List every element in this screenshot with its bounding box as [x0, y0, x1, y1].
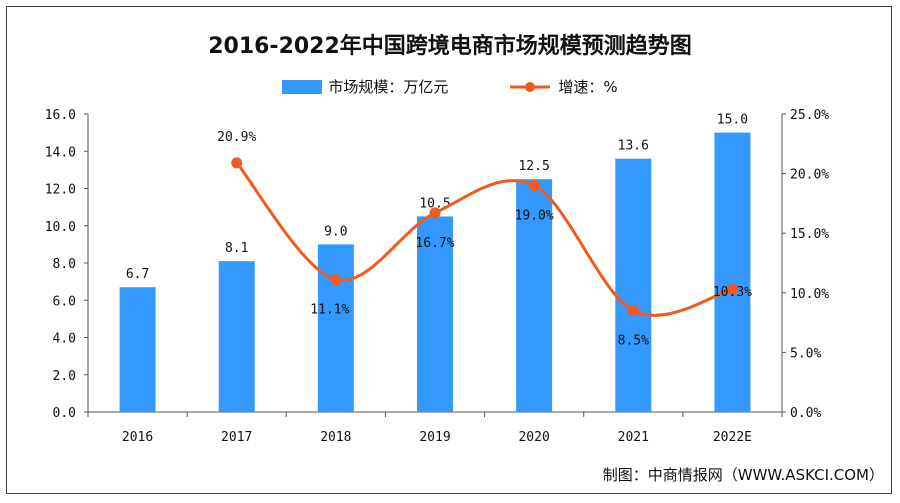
- growth-point-2022E: [726, 283, 738, 295]
- left-tick-label: 16.0: [45, 108, 76, 123]
- chart-title: 2016-2022年中国跨境电商市场规模预测趋势图: [208, 34, 692, 59]
- right-tick-label: 25.0%: [790, 108, 829, 123]
- right-tick-label: 0.0%: [790, 406, 821, 421]
- growth-point-2020: [528, 180, 540, 192]
- bar-2017: [218, 261, 255, 412]
- growth-value-label: 16.7%: [415, 236, 454, 251]
- legend-item-line: 增速：%: [508, 76, 618, 97]
- left-tick-label: 6.0: [53, 294, 76, 309]
- growth-value-label: 11.1%: [310, 303, 349, 318]
- x-tick-label: 2019: [419, 430, 450, 445]
- growth-point-2018: [330, 274, 342, 286]
- x-tick-label: 2017: [221, 430, 252, 445]
- growth-value-label: 20.9%: [217, 130, 256, 145]
- left-tick-label: 2.0: [53, 369, 76, 384]
- x-tick-label: 2018: [320, 430, 351, 445]
- x-tick-label: 2016: [122, 430, 153, 445]
- legend-line-swatch: [510, 81, 551, 92]
- bar-2020: [516, 179, 553, 412]
- left-tick-label: 10.0: [45, 220, 76, 235]
- growth-point-2021: [627, 305, 639, 317]
- legend: 市场规模：万亿元 增速：%: [0, 76, 900, 97]
- bar-2022E: [714, 132, 751, 412]
- growth-value-label: 10.3%: [713, 285, 752, 300]
- legend-bar-swatch: [282, 79, 323, 94]
- bar-value-label: 9.0: [324, 224, 347, 239]
- growth-value-label: 8.5%: [618, 334, 649, 349]
- growth-point-2017: [231, 157, 243, 169]
- right-tick-label: 5.0%: [790, 346, 821, 361]
- bar-value-label: 8.1: [225, 241, 248, 256]
- right-tick-label: 20.0%: [790, 168, 829, 183]
- left-tick-label: 14.0: [45, 145, 76, 160]
- bar-value-label: 6.7: [126, 267, 149, 282]
- bar-2019: [417, 216, 453, 412]
- source-note: 制图：中商情报网（WWW.ASKCI.COM）: [602, 466, 884, 484]
- right-tick-label: 15.0%: [790, 227, 829, 242]
- growth-point-2019: [429, 207, 441, 219]
- left-tick-label: 12.0: [45, 183, 76, 198]
- legend-item-bar: 市场规模：万亿元: [282, 76, 448, 97]
- bar-value-label: 13.6: [618, 139, 649, 154]
- left-tick-label: 0.0: [53, 406, 76, 421]
- legend-line-label: 增速：%: [558, 78, 618, 96]
- left-tick-label: 4.0: [53, 332, 76, 347]
- left-tick-label: 8.0: [53, 257, 76, 272]
- right-tick-label: 10.0%: [790, 287, 829, 302]
- bar-value-label: 12.5: [518, 159, 549, 174]
- chart-frame: [6, 6, 892, 494]
- growth-rate-line: [235, 161, 733, 317]
- x-tick-label: 2022E: [713, 430, 752, 445]
- bar-2016: [119, 287, 156, 412]
- bar-value-label: 15.0: [717, 113, 748, 128]
- bar-2018: [317, 244, 354, 412]
- x-tick-label: 2020: [518, 430, 549, 445]
- bar-2021: [615, 158, 652, 412]
- growth-value-label: 19.0%: [515, 209, 554, 224]
- x-tick-label: 2021: [618, 430, 649, 445]
- legend-bar-label: 市场规模：万亿元: [328, 78, 449, 96]
